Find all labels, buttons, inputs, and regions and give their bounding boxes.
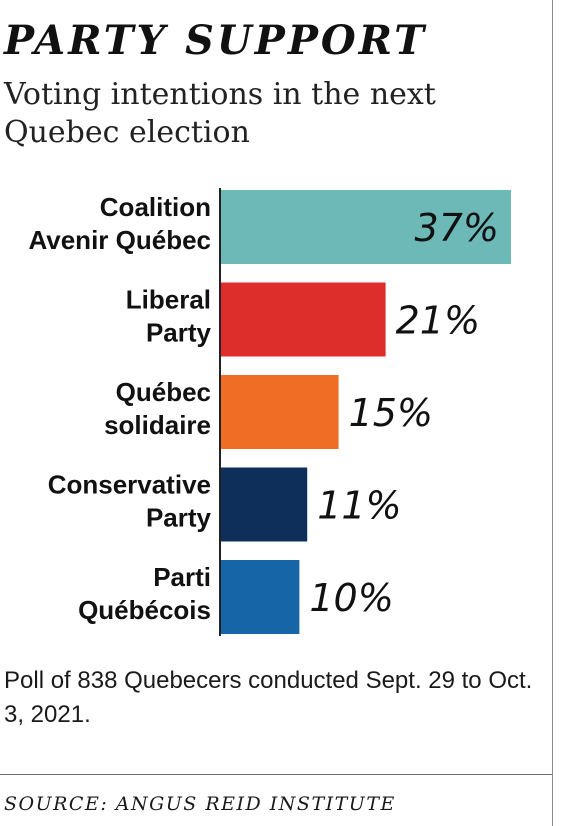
bar-0	[221, 190, 511, 264]
value-label-4: 10%	[309, 576, 393, 620]
bar-3	[221, 467, 308, 542]
value-label-1: 21%	[396, 299, 480, 343]
chart-subtitle: Voting intentions in the next Quebec ele…	[4, 77, 436, 150]
value-label-2: 15%	[349, 391, 433, 435]
category-label-0: Coalition Avenir Québec	[28, 192, 211, 255]
source-credit: SOURCE: ANGUS REID INSTITUTE	[4, 793, 396, 815]
bar-2	[221, 375, 339, 449]
bar-4	[221, 560, 300, 634]
poll-note: Poll of 838 Quebecers conducted Sept. 29…	[4, 667, 533, 728]
category-label-2: Québec solidaire	[104, 377, 211, 440]
bar-chart: Coalition Avenir Québec 37% Liberal Party 21%…	[28, 188, 511, 636]
value-label-3: 11%	[317, 484, 401, 528]
value-label-0: 37%	[415, 206, 499, 250]
category-label-1: Liberal Party	[126, 285, 212, 348]
category-label-3: Conservative Party	[48, 470, 212, 533]
chart-title: PARTY SUPPORT	[4, 17, 428, 64]
divider	[0, 774, 552, 775]
category-label-4: Parti Québécois	[78, 562, 211, 625]
bar-1	[221, 282, 386, 357]
